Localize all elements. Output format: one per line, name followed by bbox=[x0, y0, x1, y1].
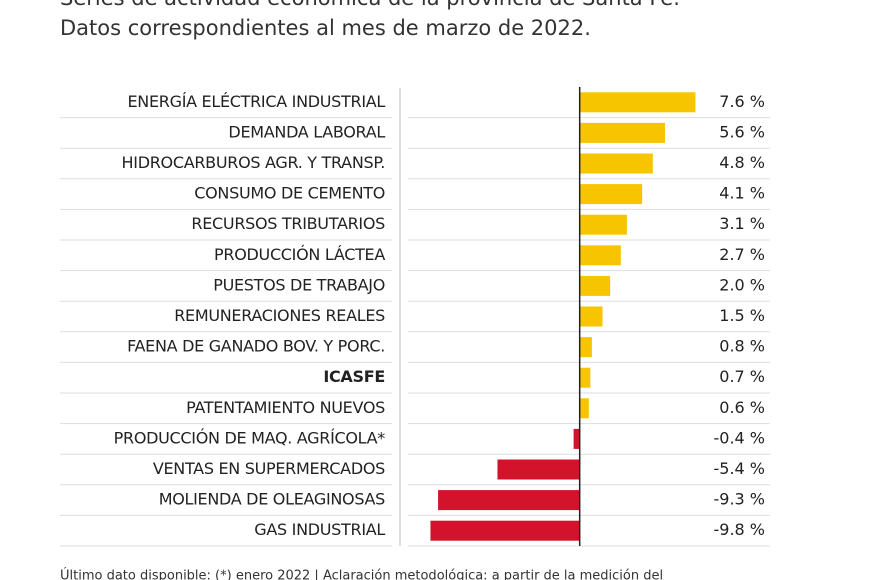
category-label: PATENTAMIENTO NUEVOS bbox=[186, 398, 385, 417]
value-label: -0.4 % bbox=[713, 428, 765, 447]
category-label: PUESTOS DE TRABAJO bbox=[213, 275, 385, 294]
value-label: 4.1 % bbox=[719, 184, 765, 203]
bar bbox=[430, 520, 580, 541]
category-label: MOLIENDA DE OLEAGINOSAS bbox=[159, 490, 385, 509]
value-label: -5.4 % bbox=[713, 459, 765, 478]
category-label: RECURSOS TRIBUTARIOS bbox=[191, 214, 385, 233]
value-label: 5.6 % bbox=[719, 122, 765, 141]
bar bbox=[438, 490, 580, 511]
value-label: 7.6 % bbox=[719, 92, 765, 111]
category-label: PRODUCCIÓN LÁCTEA bbox=[214, 245, 385, 264]
category-label: DEMANDA LABORAL bbox=[228, 122, 385, 141]
bar bbox=[579, 92, 696, 113]
value-label: 4.8 % bbox=[719, 153, 765, 172]
category-label: ICASFE bbox=[323, 367, 385, 386]
bar bbox=[579, 245, 621, 266]
category-label: PRODUCCIÓN DE MAQ. AGRÍCOLA* bbox=[114, 428, 386, 447]
value-label: 1.5 % bbox=[719, 306, 765, 325]
bar bbox=[579, 153, 653, 174]
bar bbox=[579, 122, 665, 143]
value-label: 0.7 % bbox=[719, 367, 765, 386]
bar bbox=[579, 398, 589, 419]
value-label: 0.8 % bbox=[719, 337, 765, 356]
category-label: ENERGÍA ELÉCTRICA INDUSTRIAL bbox=[127, 92, 385, 111]
subtitle: Series de actividad económica de la prov… bbox=[60, 0, 680, 10]
category-label: VENTAS EN SUPERMERCADOS bbox=[153, 459, 385, 478]
value-label: 2.0 % bbox=[719, 275, 765, 294]
bar bbox=[579, 306, 603, 327]
value-label: 2.7 % bbox=[719, 245, 765, 264]
bar bbox=[579, 367, 591, 388]
value-label: -9.8 % bbox=[713, 520, 765, 539]
value-label: 0.6 % bbox=[719, 398, 765, 417]
bar bbox=[573, 428, 580, 449]
category-label: CONSUMO DE CEMENTO bbox=[194, 184, 385, 203]
category-label: GAS INDUSTRIAL bbox=[254, 520, 385, 539]
value-label: 3.1 % bbox=[719, 214, 765, 233]
bar bbox=[497, 459, 580, 480]
footnote: Último dato disponible: (*) enero 2022 |… bbox=[60, 568, 663, 580]
category-label: REMUNERACIONES REALES bbox=[174, 306, 385, 325]
subtitle: Datos correspondientes al mes de marzo d… bbox=[60, 16, 591, 40]
bar bbox=[579, 214, 627, 235]
bar bbox=[579, 337, 592, 358]
bar bbox=[579, 184, 643, 205]
category-label: FAENA DE GANADO BOV. Y PORC. bbox=[127, 337, 385, 356]
value-label: -9.3 % bbox=[713, 490, 765, 509]
bar bbox=[579, 275, 611, 296]
category-label: HIDROCARBUROS AGR. Y TRANSP. bbox=[122, 153, 385, 172]
